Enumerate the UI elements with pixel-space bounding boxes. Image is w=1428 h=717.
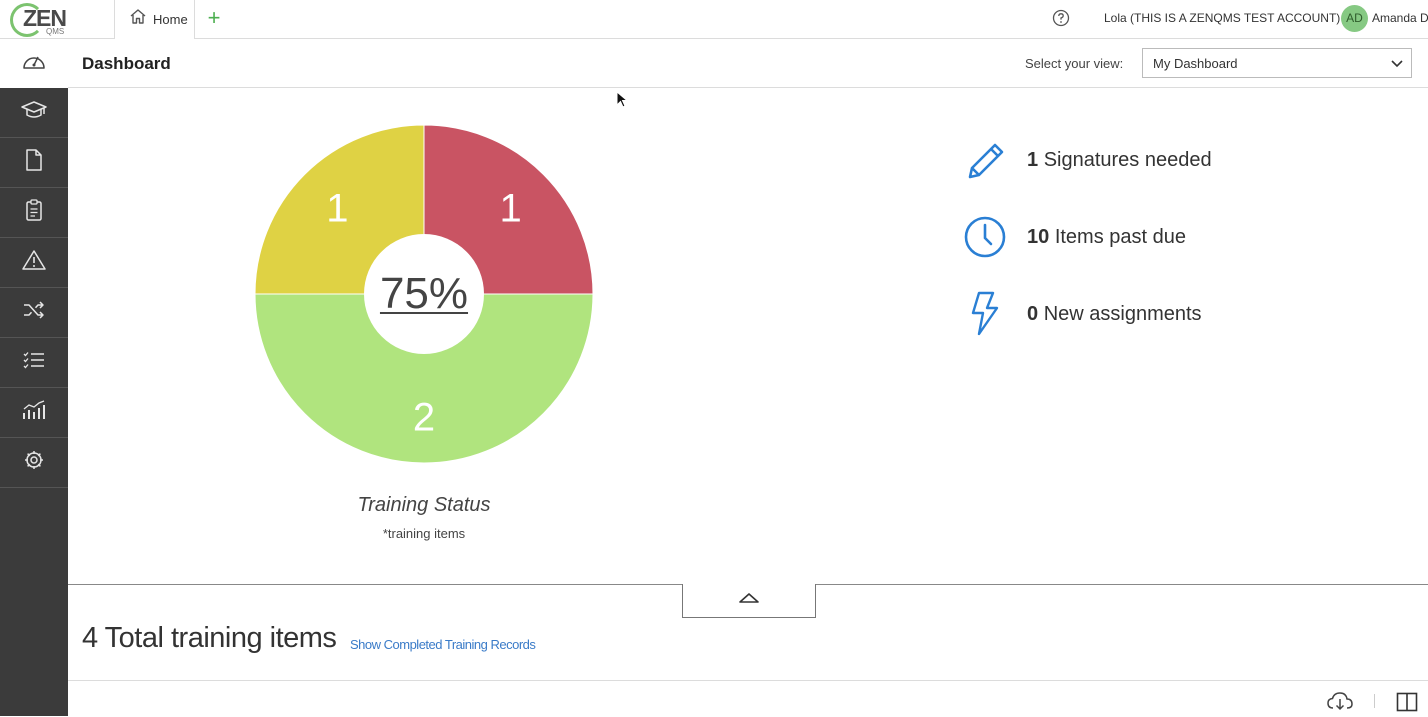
document-icon bbox=[24, 148, 44, 177]
collapse-chart-button[interactable] bbox=[682, 584, 816, 618]
view-select[interactable]: My Dashboard bbox=[1142, 48, 1412, 78]
pencil-icon bbox=[962, 137, 1008, 183]
user-name[interactable]: Amanda D bbox=[1372, 11, 1428, 25]
clipboard-icon bbox=[24, 198, 44, 227]
tab-home-label: Home bbox=[153, 11, 188, 27]
warning-icon bbox=[21, 249, 47, 276]
shuffle-icon bbox=[22, 300, 46, 325]
mouse-cursor-icon bbox=[616, 90, 629, 114]
view-select-value: My Dashboard bbox=[1153, 56, 1238, 71]
donut-hole bbox=[364, 234, 484, 354]
page-header: Dashboard Select your view: My Dashboard bbox=[68, 39, 1428, 88]
sidebar-item-training[interactable] bbox=[0, 88, 68, 138]
stat-past-due[interactable]: 10 Items past due bbox=[962, 214, 1186, 260]
bottom-divider bbox=[68, 680, 1428, 681]
sidebar bbox=[0, 88, 68, 716]
help-icon[interactable] bbox=[1052, 9, 1070, 27]
sidebar-item-change-control[interactable] bbox=[0, 288, 68, 338]
top-bar: ZEN QMS Home + Lola (THIS IS A ZENQMS TE… bbox=[0, 0, 1428, 39]
stat-label: New assignments bbox=[1043, 302, 1202, 325]
speedometer-icon bbox=[21, 50, 47, 77]
stat-label: Items past due bbox=[1054, 225, 1186, 248]
sidebar-item-tasks[interactable] bbox=[0, 338, 68, 388]
split-view-icon[interactable] bbox=[1396, 692, 1418, 717]
tab-divider bbox=[114, 0, 115, 39]
stat-count: 1 bbox=[1027, 148, 1039, 171]
tab-home[interactable]: Home bbox=[115, 0, 194, 39]
stat-new-assignments[interactable]: 0 New assignments bbox=[962, 291, 1202, 337]
logo-subtext: QMS bbox=[46, 27, 65, 36]
zenqms-logo[interactable]: ZEN QMS bbox=[10, 1, 70, 37]
slice-label: 2 bbox=[413, 396, 435, 440]
stat-label: Signatures needed bbox=[1043, 148, 1212, 171]
avatar[interactable]: AD bbox=[1341, 5, 1368, 32]
sidebar-item-audits[interactable] bbox=[0, 188, 68, 238]
pie-chart-svg[interactable]: 1 2 1 bbox=[254, 124, 594, 464]
gear-icon bbox=[23, 449, 45, 476]
chevron-up-icon bbox=[737, 591, 761, 610]
lightning-icon bbox=[962, 291, 1008, 337]
page-title: Dashboard bbox=[82, 54, 171, 73]
cloud-download-icon[interactable] bbox=[1326, 690, 1354, 717]
slice-label: 1 bbox=[499, 186, 521, 230]
pie-slice[interactable] bbox=[254, 293, 594, 464]
add-tab-button[interactable]: + bbox=[207, 5, 221, 30]
toolbar-divider bbox=[1374, 694, 1375, 708]
sidebar-item-settings[interactable] bbox=[0, 438, 68, 488]
stat-count: 10 bbox=[1027, 225, 1050, 248]
tab-divider bbox=[194, 0, 195, 39]
logo-ring bbox=[10, 3, 44, 37]
sidebar-item-reports[interactable] bbox=[0, 388, 68, 438]
logo-text: ZEN bbox=[23, 5, 67, 31]
stat-count: 0 bbox=[1027, 302, 1039, 325]
chart-subtitle: *training items bbox=[382, 526, 466, 541]
show-completed-link[interactable]: Show Completed Training Records bbox=[350, 637, 536, 652]
clock-icon bbox=[962, 214, 1008, 260]
total-training-items: 4 Total training items bbox=[82, 622, 337, 654]
sidebar-item-documents[interactable] bbox=[0, 138, 68, 188]
view-select-label: Select your view: bbox=[1025, 56, 1124, 71]
sidebar-item-dashboard[interactable] bbox=[0, 39, 68, 88]
analytics-icon bbox=[21, 399, 47, 426]
graduation-cap-icon bbox=[20, 99, 48, 126]
sidebar-item-issues[interactable] bbox=[0, 238, 68, 288]
checklist-icon bbox=[22, 350, 46, 375]
chart-title: Training Status bbox=[357, 494, 491, 516]
stat-signatures[interactable]: 1 Signatures needed bbox=[962, 137, 1212, 183]
chart-center-percentage[interactable]: 75% bbox=[379, 269, 469, 318]
chevron-down-icon bbox=[1389, 55, 1405, 74]
home-icon bbox=[129, 8, 147, 30]
account-name[interactable]: Lola (THIS IS A ZENQMS TEST ACCOUNT) bbox=[1104, 11, 1341, 25]
footer-tools bbox=[1326, 690, 1428, 714]
training-status-chart[interactable]: 1 2 1 75% bbox=[254, 124, 594, 464]
slice-label: 1 bbox=[326, 186, 348, 230]
